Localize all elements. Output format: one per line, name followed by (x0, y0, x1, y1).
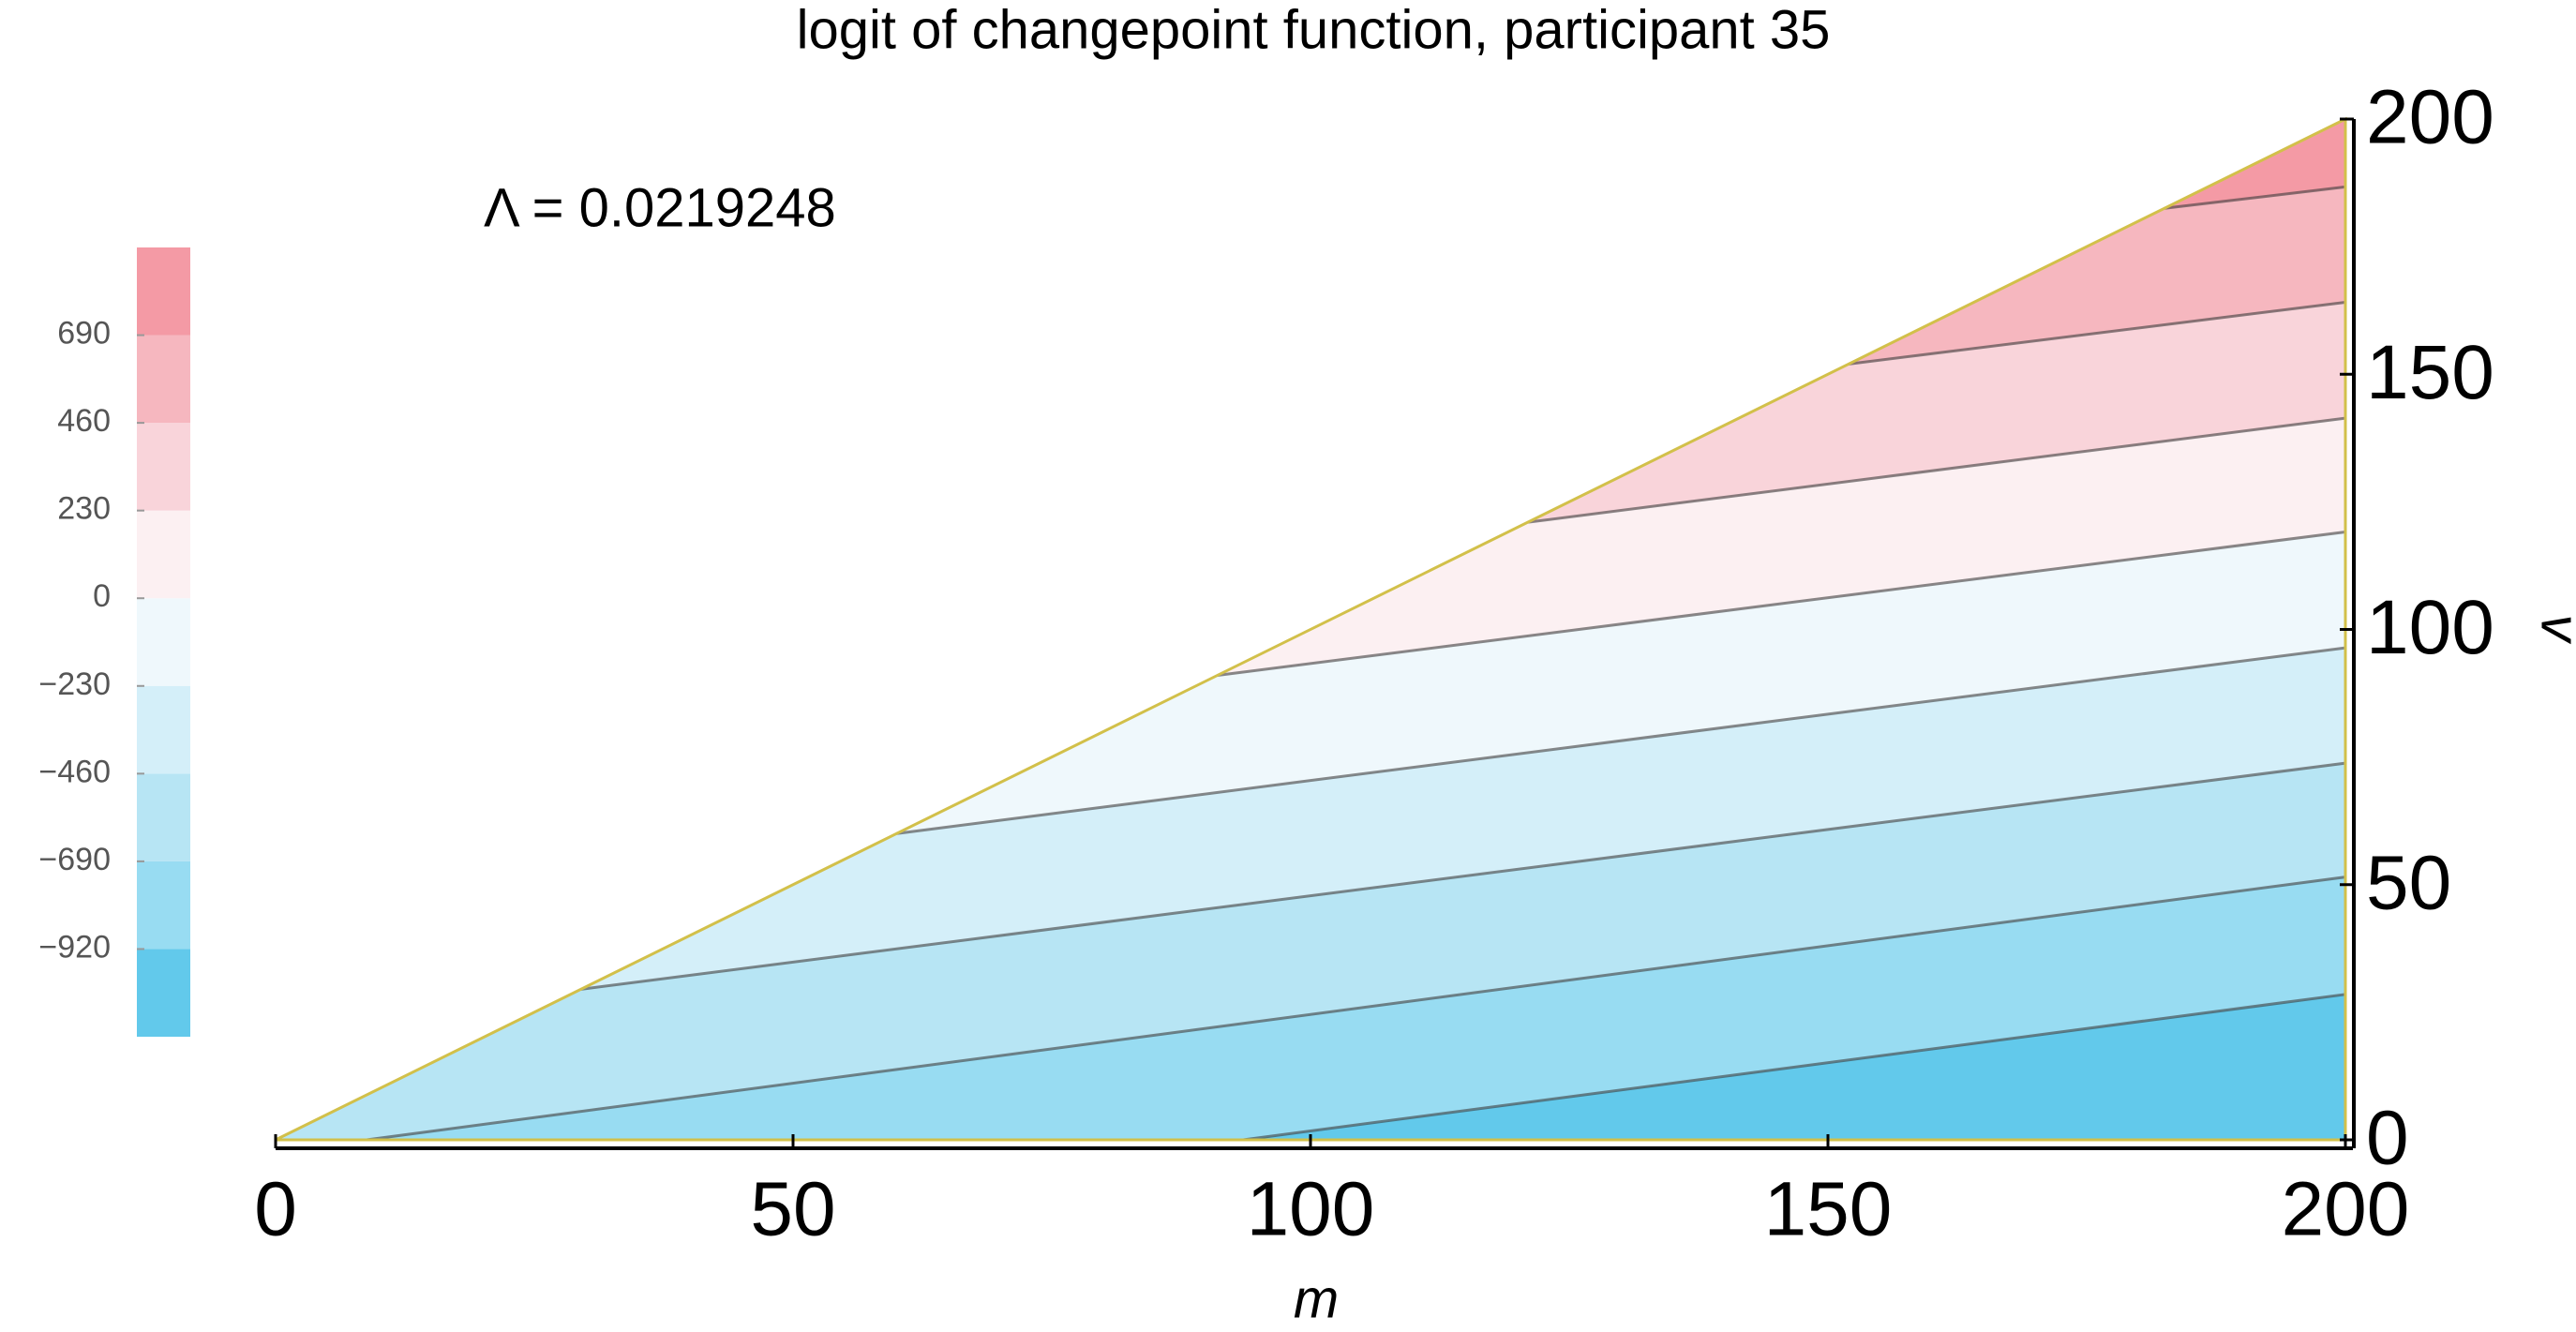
x-tick-label: 100 (1247, 1167, 1375, 1252)
y-tick-label: 150 (2366, 330, 2494, 415)
colorbar-band (137, 685, 190, 774)
annotation: Λ = 0.0219248 (484, 177, 836, 238)
colorbar-tick-label: −690 (38, 842, 111, 877)
colorbar-tick-label: −230 (38, 666, 111, 702)
x-tick-label: 150 (1764, 1167, 1893, 1252)
contour-line (896, 646, 2346, 835)
y-tick-label: 100 (2366, 585, 2494, 670)
colorbar-tick-label: 690 (57, 316, 111, 352)
contour-line (366, 876, 2346, 1142)
x-tick-label: 50 (750, 1167, 835, 1252)
y-tick-label: 50 (2366, 840, 2451, 925)
contour-line (2164, 185, 2346, 210)
colorbar-band (137, 949, 190, 1037)
contour-line (1243, 993, 2346, 1142)
colorbar-band (137, 510, 190, 599)
chart-title: logit of changepoint function, participa… (797, 0, 1831, 60)
x-axis-label: m (1294, 1268, 1339, 1329)
contour-line (1527, 416, 2346, 524)
x-tick-label: 0 (254, 1167, 297, 1252)
contour-line (1217, 531, 2346, 677)
colorbar-band (137, 773, 190, 861)
x-tick-label: 200 (2282, 1167, 2410, 1252)
contour-line (580, 761, 2346, 991)
colorbar-band (137, 335, 190, 424)
colorbar-band (137, 423, 190, 511)
colorbar-tick-label: −460 (38, 754, 111, 789)
colorbar-tick-label: −920 (38, 929, 111, 965)
colorbar-tick-label: 460 (57, 403, 111, 439)
colorbar-band (137, 247, 190, 336)
y-tick-label: 200 (2366, 75, 2494, 160)
colorbar-band (137, 598, 190, 686)
y-tick-label: 0 (2366, 1096, 2409, 1181)
contour-line (1848, 300, 2346, 366)
colorbar-tick-label: 230 (57, 491, 111, 527)
colorbar-tick-label: 0 (93, 578, 111, 614)
y-axis-label: v (2530, 615, 2576, 645)
colorbar-band (137, 861, 190, 950)
